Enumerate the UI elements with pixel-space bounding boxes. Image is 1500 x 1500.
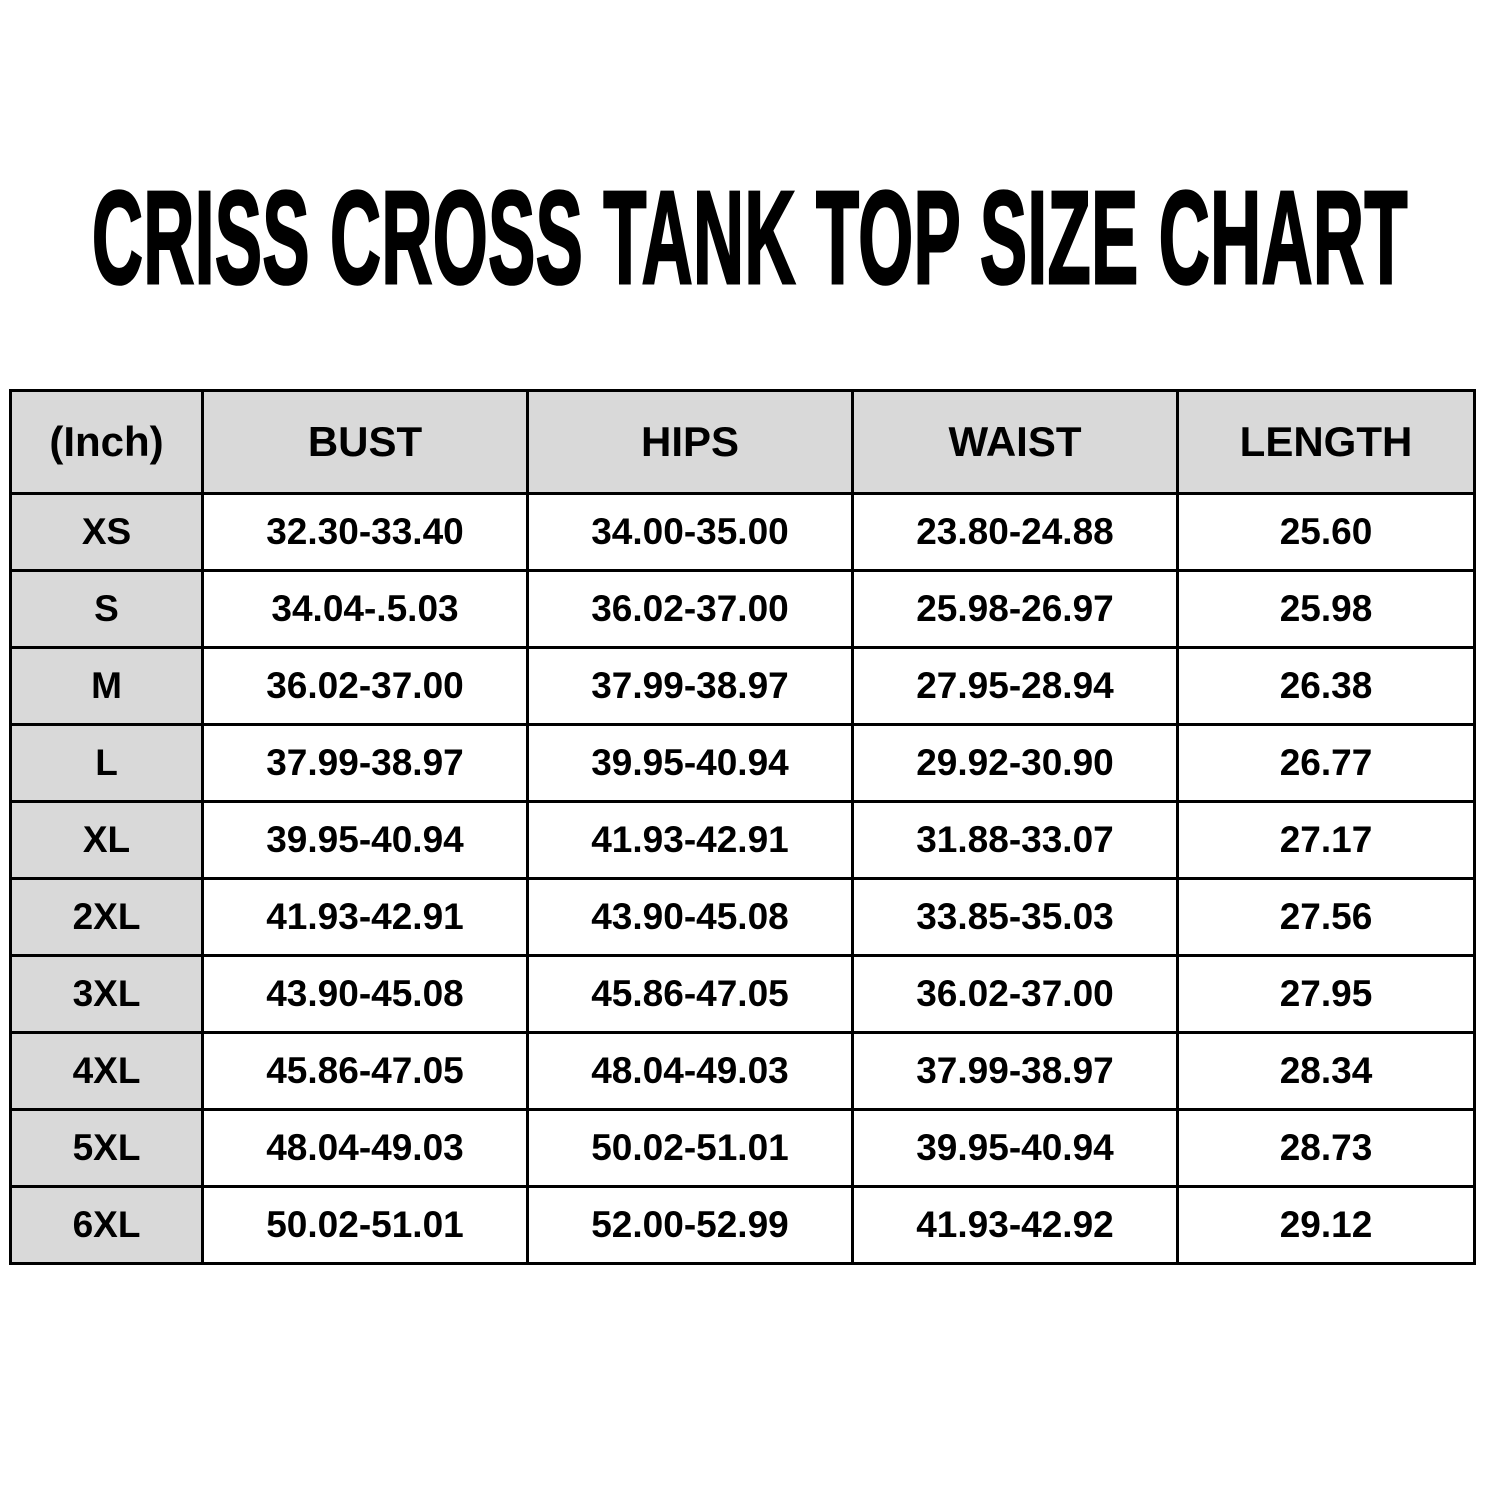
table-row: L 37.99-38.97 39.95-40.94 29.92-30.90 26.77 [9,723,1476,803]
cell-hips: 37.99-38.97 [526,646,854,726]
header-waist: WAIST [851,389,1179,495]
cell-length: 25.98 [1176,569,1476,649]
cell-bust: 48.04-49.03 [201,1108,529,1188]
cell-length: 28.73 [1176,1108,1476,1188]
header-length: LENGTH [1176,389,1476,495]
cell-bust: 45.86-47.05 [201,1031,529,1111]
cell-bust: 41.93-42.91 [201,877,529,957]
cell-size: 3XL [9,954,204,1034]
cell-waist: 27.95-28.94 [851,646,1179,726]
cell-hips: 48.04-49.03 [526,1031,854,1111]
table-row: XS 32.30-33.40 34.00-35.00 23.80-24.88 25.60 [9,492,1476,572]
size-chart-table: (Inch) BUST HIPS WAIST LENGTH XS 32.30-33… [9,389,1476,1265]
cell-hips: 43.90-45.08 [526,877,854,957]
cell-length: 28.34 [1176,1031,1476,1111]
cell-bust: 36.02-37.00 [201,646,529,726]
cell-hips: 41.93-42.91 [526,800,854,880]
table-row: 6XL 50.02-51.01 52.00-52.99 41.93-42.92 29.1… [9,1185,1476,1265]
cell-size: 4XL [9,1031,204,1111]
header-hips: HIPS [526,389,854,495]
cell-length: 27.17 [1176,800,1476,880]
cell-waist: 33.85-35.03 [851,877,1179,957]
header-bust: BUST [201,389,529,495]
cell-size: S [9,569,204,649]
cell-hips: 36.02-37.00 [526,569,854,649]
cell-bust: 34.04-.5.03 [201,569,529,649]
table-row: 2XL 41.93-42.91 43.90-45.08 33.85-35.03 27.5… [9,877,1476,957]
cell-length: 26.77 [1176,723,1476,803]
cell-size: 5XL [9,1108,204,1188]
table-row: 5XL 48.04-49.03 50.02-51.01 39.95-40.94 28.7… [9,1108,1476,1188]
cell-bust: 39.95-40.94 [201,800,529,880]
cell-length: 25.60 [1176,492,1476,572]
cell-waist: 31.88-33.07 [851,800,1179,880]
cell-waist: 37.99-38.97 [851,1031,1179,1111]
cell-size: XS [9,492,204,572]
cell-hips: 52.00-52.99 [526,1185,854,1265]
cell-length: 27.95 [1176,954,1476,1034]
cell-size: 6XL [9,1185,204,1265]
cell-waist: 29.92-30.90 [851,723,1179,803]
cell-bust: 43.90-45.08 [201,954,529,1034]
table-row: 3XL 43.90-45.08 45.86-47.05 36.02-37.00 27.9… [9,954,1476,1034]
table-row: S 34.04-.5.03 36.02-37.00 25.98-26.97 25.98 [9,569,1476,649]
cell-hips: 39.95-40.94 [526,723,854,803]
cell-hips: 45.86-47.05 [526,954,854,1034]
cell-size: L [9,723,204,803]
cell-waist: 36.02-37.00 [851,954,1179,1034]
cell-length: 26.38 [1176,646,1476,726]
cell-waist: 41.93-42.92 [851,1185,1179,1265]
cell-size: XL [9,800,204,880]
header-row: (Inch) BUST HIPS WAIST LENGTH [9,389,1476,495]
table-row: M 36.02-37.00 37.99-38.97 27.95-28.94 26.38 [9,646,1476,726]
cell-hips: 34.00-35.00 [526,492,854,572]
cell-bust: 37.99-38.97 [201,723,529,803]
header-unit: (Inch) [9,389,204,495]
cell-size: 2XL [9,877,204,957]
cell-hips: 50.02-51.01 [526,1108,854,1188]
cell-length: 27.56 [1176,877,1476,957]
cell-waist: 23.80-24.88 [851,492,1179,572]
cell-length: 29.12 [1176,1185,1476,1265]
cell-waist: 39.95-40.94 [851,1108,1179,1188]
page-title: CRISS CROSS TANK TOP SIZE CHART [91,164,1408,311]
cell-size: M [9,646,204,726]
table-row: XL 39.95-40.94 41.93-42.91 31.88-33.07 27.17 [9,800,1476,880]
table-row: 4XL 45.86-47.05 48.04-49.03 37.99-38.97 28.3… [9,1031,1476,1111]
cell-waist: 25.98-26.97 [851,569,1179,649]
cell-bust: 32.30-33.40 [201,492,529,572]
cell-bust: 50.02-51.01 [201,1185,529,1265]
title-container: CRISS CROSS TANK TOP SIZE CHART [91,164,1408,311]
